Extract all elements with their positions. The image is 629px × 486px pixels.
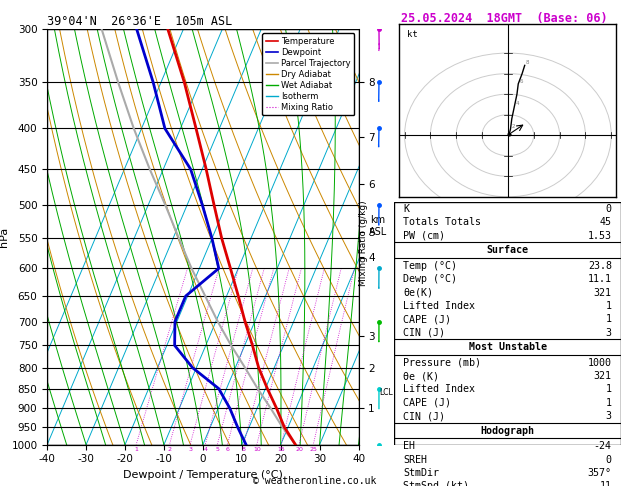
Text: Dewp (°C): Dewp (°C) bbox=[403, 274, 457, 284]
Text: EH: EH bbox=[403, 441, 415, 451]
X-axis label: Dewpoint / Temperature (°C): Dewpoint / Temperature (°C) bbox=[123, 470, 283, 480]
Text: 321: 321 bbox=[594, 288, 612, 297]
Text: 45: 45 bbox=[600, 217, 612, 227]
Text: 1: 1 bbox=[606, 314, 612, 324]
Text: 20: 20 bbox=[295, 447, 303, 452]
Text: 357°: 357° bbox=[587, 468, 612, 478]
Text: Most Unstable: Most Unstable bbox=[469, 342, 547, 352]
Text: Temp (°C): Temp (°C) bbox=[403, 261, 457, 271]
Text: StmSpd (kt): StmSpd (kt) bbox=[403, 481, 469, 486]
Text: 11.1: 11.1 bbox=[587, 274, 612, 284]
Text: 1: 1 bbox=[606, 384, 612, 395]
Text: 5: 5 bbox=[215, 447, 220, 452]
Text: 8: 8 bbox=[526, 60, 530, 65]
Text: Totals Totals: Totals Totals bbox=[403, 217, 481, 227]
Text: Lifted Index: Lifted Index bbox=[403, 384, 476, 395]
Text: StmDir: StmDir bbox=[403, 468, 440, 478]
Text: 2: 2 bbox=[167, 447, 172, 452]
Text: Mixing Ratio (g/kg): Mixing Ratio (g/kg) bbox=[359, 200, 368, 286]
Text: 321: 321 bbox=[594, 371, 612, 381]
Text: © weatheronline.co.uk: © weatheronline.co.uk bbox=[253, 476, 376, 486]
Text: 39°04'N  26°36'E  105m ASL: 39°04'N 26°36'E 105m ASL bbox=[47, 15, 233, 28]
Text: LCL: LCL bbox=[379, 388, 392, 397]
Text: Pressure (mb): Pressure (mb) bbox=[403, 358, 481, 368]
Text: -24: -24 bbox=[594, 441, 612, 451]
Text: 3: 3 bbox=[606, 328, 612, 338]
FancyBboxPatch shape bbox=[394, 202, 621, 445]
Text: 1.53: 1.53 bbox=[587, 231, 612, 241]
Text: 23.8: 23.8 bbox=[587, 261, 612, 271]
Text: 3: 3 bbox=[606, 411, 612, 421]
Text: 1: 1 bbox=[134, 447, 138, 452]
Text: CAPE (J): CAPE (J) bbox=[403, 314, 452, 324]
Text: 25: 25 bbox=[309, 447, 317, 452]
Text: 0: 0 bbox=[606, 454, 612, 465]
Text: CIN (J): CIN (J) bbox=[403, 328, 445, 338]
Text: 25.05.2024  18GMT  (Base: 06): 25.05.2024 18GMT (Base: 06) bbox=[401, 12, 608, 25]
Text: CAPE (J): CAPE (J) bbox=[403, 398, 452, 408]
Text: 6: 6 bbox=[225, 447, 230, 452]
Text: θe (K): θe (K) bbox=[403, 371, 440, 381]
Text: 0: 0 bbox=[606, 204, 612, 214]
Text: PW (cm): PW (cm) bbox=[403, 231, 445, 241]
Text: 1: 1 bbox=[606, 398, 612, 408]
Text: SREH: SREH bbox=[403, 454, 428, 465]
Text: 10: 10 bbox=[253, 447, 260, 452]
Text: CIN (J): CIN (J) bbox=[403, 411, 445, 421]
Text: kt: kt bbox=[407, 30, 418, 38]
Legend: Temperature, Dewpoint, Parcel Trajectory, Dry Adiabat, Wet Adiabat, Isotherm, Mi: Temperature, Dewpoint, Parcel Trajectory… bbox=[262, 34, 354, 116]
Y-axis label: hPa: hPa bbox=[0, 227, 9, 247]
Text: Hodograph: Hodograph bbox=[481, 426, 535, 436]
Text: 6: 6 bbox=[520, 79, 523, 84]
Text: 2: 2 bbox=[512, 124, 515, 129]
Y-axis label: km
ASL: km ASL bbox=[369, 215, 387, 237]
Text: 1000: 1000 bbox=[587, 358, 612, 368]
Text: Lifted Index: Lifted Index bbox=[403, 301, 476, 311]
Text: 4: 4 bbox=[203, 447, 207, 452]
Text: 8: 8 bbox=[242, 447, 246, 452]
Text: θe(K): θe(K) bbox=[403, 288, 433, 297]
Text: K: K bbox=[403, 204, 409, 214]
Text: 11: 11 bbox=[600, 481, 612, 486]
Text: 3: 3 bbox=[188, 447, 192, 452]
Text: 15: 15 bbox=[277, 447, 285, 452]
Text: 4: 4 bbox=[516, 102, 519, 106]
Text: Surface: Surface bbox=[487, 245, 528, 256]
Text: 1: 1 bbox=[606, 301, 612, 311]
